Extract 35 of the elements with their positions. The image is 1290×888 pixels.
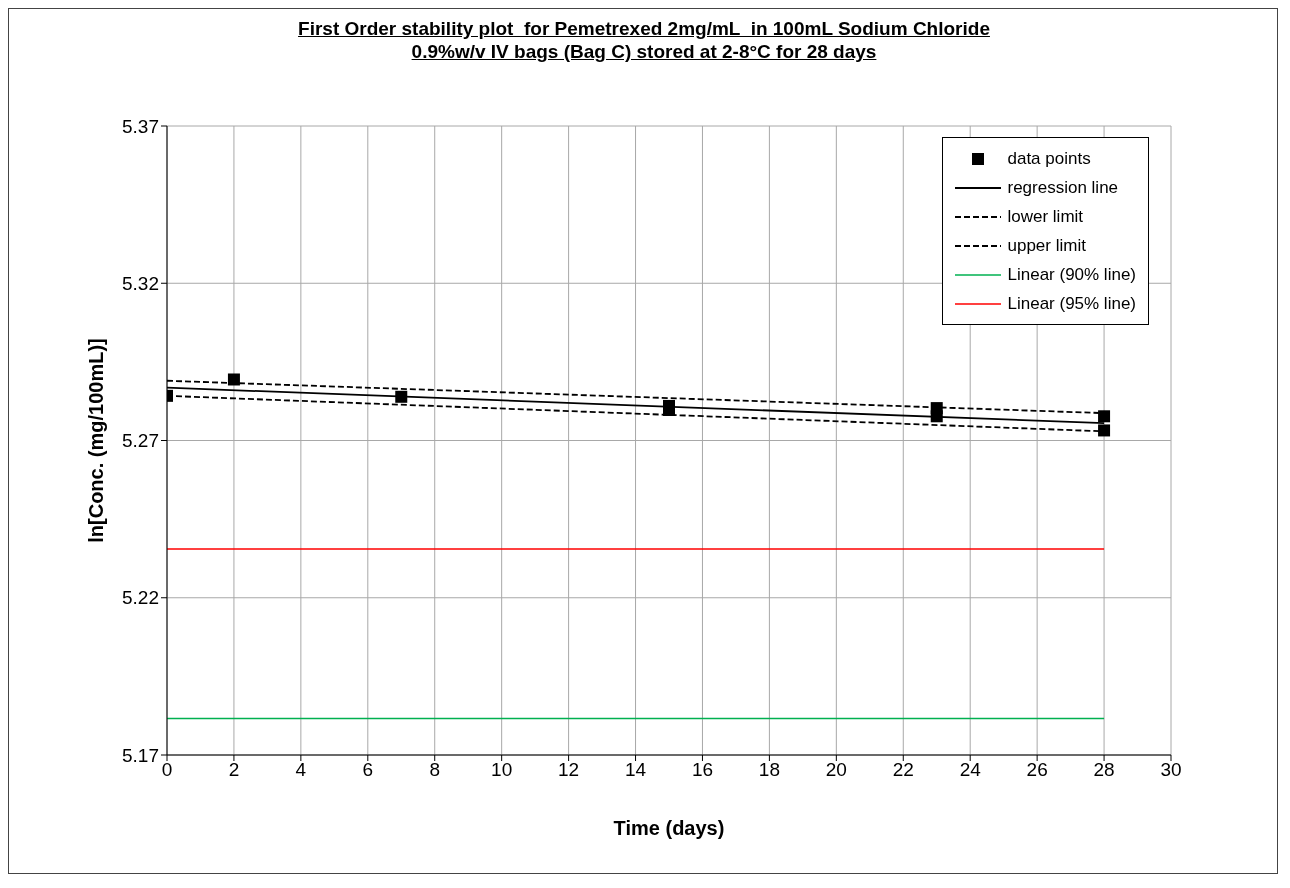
legend-label: Linear (90% line) — [1007, 264, 1136, 285]
x-tick-label: 20 — [825, 759, 847, 781]
x-tick-label: 4 — [295, 759, 307, 781]
point — [227, 373, 240, 386]
y-tick-label: 5.32 — [122, 272, 159, 294]
legend-label: lower limit — [1007, 206, 1084, 227]
x-tick-label: 18 — [758, 759, 780, 781]
legend-label: upper limit — [1007, 235, 1086, 256]
x-axis-title: Time (days) — [613, 817, 725, 839]
x-tick-label: 14 — [624, 759, 647, 781]
x-tick-label: 16 — [691, 759, 714, 781]
x-tick-label: 24 — [959, 759, 982, 781]
y-axis-title: ln[Conc. (mg/100mL)] — [85, 338, 108, 543]
x-tick-label: 6 — [362, 759, 374, 781]
legend-label: Linear (95% line) — [1007, 293, 1136, 314]
y-tick-label: 5.17 — [122, 744, 159, 766]
y-tick-label: 5.37 — [122, 115, 159, 137]
legend-label: data points — [1007, 148, 1091, 169]
y-tick-label: 5.27 — [122, 430, 159, 452]
x-tick-label: 26 — [1026, 759, 1048, 781]
y-tick-label: 5.22 — [122, 587, 159, 609]
x-tick-label: 2 — [228, 759, 240, 781]
point — [395, 390, 408, 403]
x-tick-label: 28 — [1093, 759, 1115, 781]
x-tick-label: 8 — [429, 759, 441, 781]
x-tick-label: 12 — [558, 759, 580, 781]
point — [1098, 424, 1111, 437]
x-tick-label: 30 — [1160, 759, 1182, 781]
x-tick-label: 22 — [892, 759, 914, 781]
x-tick-label: 10 — [491, 759, 513, 781]
legend-label: regression line — [1007, 177, 1119, 198]
point — [930, 410, 943, 423]
point — [1098, 410, 1111, 423]
chart-title: First Order stability plot for Pemetrexed 2mg/mL in 100mL Sodium Chloride 0.9%w/v IV bags (Bag C) stored at 2-8°C for 28 days — [297, 17, 991, 63]
x-tick-label: 0 — [161, 759, 173, 781]
